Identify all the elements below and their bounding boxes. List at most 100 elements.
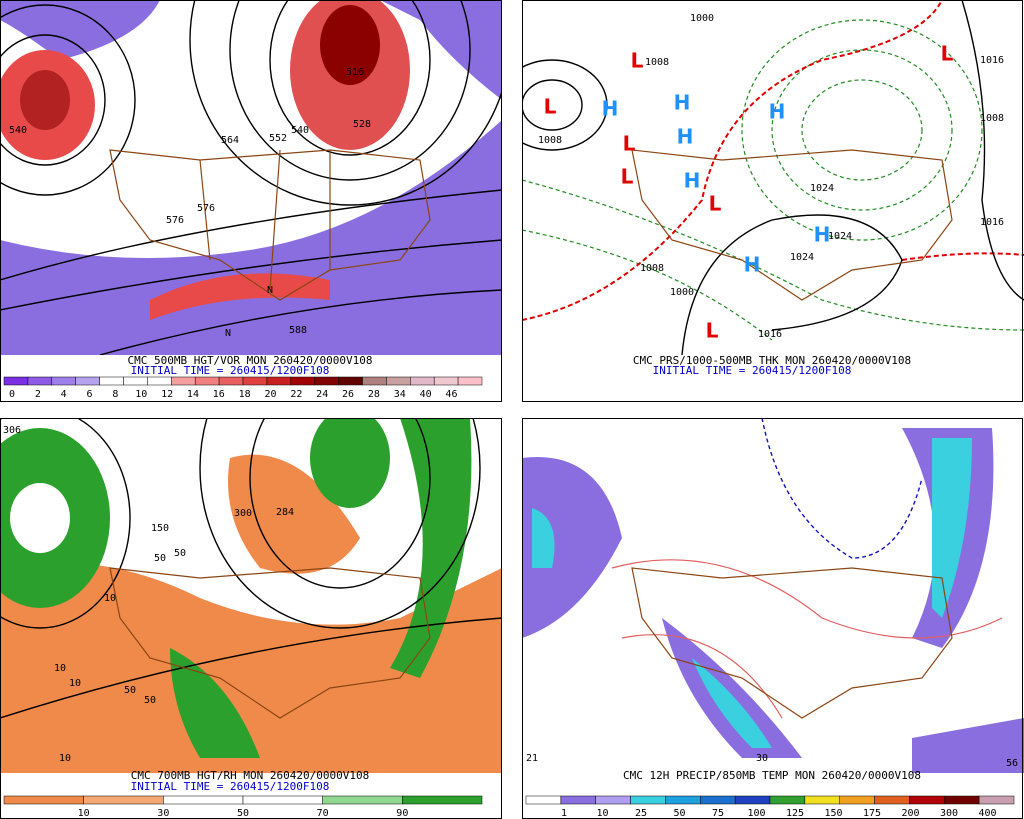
panel-precip: CMC 12H PRECIP/850MB TEMP MON 260420/000…: [522, 418, 1024, 819]
contour-label: 10: [54, 663, 66, 674]
legend-swatch: [51, 376, 76, 386]
initial-time: INITIAL TIME = 260415/1200F108: [131, 780, 330, 793]
pressure-center: L: [709, 192, 722, 216]
legend-swatch: [242, 795, 323, 805]
pressure-center: H: [674, 91, 691, 115]
contour-label: 10: [69, 678, 81, 689]
legend-label: 200: [901, 808, 919, 819]
contour-label: 1000: [690, 13, 714, 24]
legend-swatch: [3, 376, 29, 386]
legend-label: 14: [187, 389, 199, 400]
panel-frame: [522, 0, 1023, 402]
contour-label: 552: [269, 133, 287, 144]
caption: CMC 700MB HGT/RH MON 260420/0000V108: [131, 769, 369, 782]
legend-swatch: [266, 376, 292, 386]
contour-label: 1024: [828, 231, 852, 242]
contour-label: 1008: [640, 263, 664, 274]
legend-label: 1: [561, 808, 567, 819]
contour-label: 1000: [670, 287, 694, 298]
contour-label: 1008: [538, 135, 562, 146]
map: [522, 418, 1024, 773]
legend-label: 34: [394, 389, 406, 400]
panel-500mb: CMC 500MB HGT/VOR MON 260420/0000V108INI…: [0, 0, 502, 402]
legend-swatch: [630, 795, 666, 805]
legend-label: 26: [342, 389, 354, 400]
contour-label: 588: [289, 325, 307, 336]
legend-label: 46: [445, 389, 457, 400]
legend-swatch: [944, 795, 980, 805]
contour-label: 1024: [790, 252, 814, 263]
caption: CMC 12H PRECIP/850MB TEMP MON 260420/000…: [623, 769, 921, 782]
contour-label: 1024: [810, 183, 834, 194]
legend-swatch: [123, 376, 148, 386]
legend-swatch: [3, 795, 84, 805]
legend-swatch: [338, 376, 363, 386]
legend-swatch: [595, 795, 631, 805]
initial-time: INITIAL TIME = 260415/1200F108: [131, 364, 330, 377]
contour-label: 1016: [758, 329, 782, 340]
legend-swatch: [163, 795, 244, 805]
map: [0, 0, 502, 355]
legend-swatch: [314, 376, 339, 386]
contour-label: 576: [166, 215, 184, 226]
legend-swatch: [290, 376, 315, 386]
pressure-center: L: [941, 42, 954, 66]
caption: CMC 500MB HGT/VOR MON 260420/0000V108: [127, 354, 372, 367]
contour-label: 10: [59, 753, 71, 764]
legend-label: 300: [940, 808, 958, 819]
contour-label: 10: [104, 593, 116, 604]
legend-swatch: [99, 376, 124, 386]
legend-label: 10: [596, 808, 608, 819]
legend-label: 2: [35, 389, 41, 400]
legend-label: 125: [786, 808, 804, 819]
legend-swatch: [734, 795, 771, 805]
legend-swatch: [874, 795, 910, 805]
contour-label: 56: [1006, 758, 1018, 769]
legend-swatch: [27, 376, 53, 386]
legend-label: 24: [316, 389, 328, 400]
contour-label: 50: [144, 695, 156, 706]
legend-swatch: [322, 795, 403, 805]
pressure-center: H: [744, 253, 761, 277]
contour-label: 50: [124, 685, 136, 696]
legend-swatch: [147, 376, 172, 386]
legend-swatch: [402, 795, 483, 805]
pressure-center: H: [769, 100, 786, 124]
legend-swatch: [978, 795, 1015, 805]
contour-label: 50: [154, 553, 166, 564]
legend-swatch: [560, 795, 596, 805]
legend-swatch: [218, 376, 244, 386]
legend-label: 400: [978, 808, 996, 819]
contour-label: 50: [174, 548, 186, 559]
contour-label: 150: [151, 523, 169, 534]
contour-label: 540: [291, 125, 309, 136]
legend-label: 175: [863, 808, 881, 819]
legend-label: 25: [635, 808, 647, 819]
legend-swatch: [769, 795, 806, 805]
contour-label: 21: [526, 753, 538, 764]
legend-swatch: [75, 376, 100, 386]
contour-label: N: [267, 285, 273, 296]
legend-label: 50: [673, 808, 685, 819]
pressure-center: H: [684, 169, 701, 193]
legend-label: 20: [264, 389, 276, 400]
legend-swatch: [83, 795, 164, 805]
legend-label: 4: [61, 389, 67, 400]
map: [0, 418, 502, 773]
legend-label: 75: [712, 808, 724, 819]
legend-label: 50: [237, 808, 249, 819]
contour-label: 564: [221, 135, 239, 146]
contour-label: 516: [346, 67, 364, 78]
contour-label: 300: [234, 508, 252, 519]
legend-swatch: [525, 795, 562, 805]
legend-label: 10: [135, 389, 147, 400]
pressure-center: H: [814, 223, 831, 247]
pressure-center: L: [706, 319, 719, 343]
legend-swatch: [171, 376, 196, 386]
contour-label: 306: [3, 425, 21, 436]
legend-label: 40: [420, 389, 432, 400]
contour-label: 1016: [980, 217, 1004, 228]
contour-label: 1008: [980, 113, 1004, 124]
legend-label: 12: [161, 389, 173, 400]
contour-label: N: [225, 328, 231, 339]
